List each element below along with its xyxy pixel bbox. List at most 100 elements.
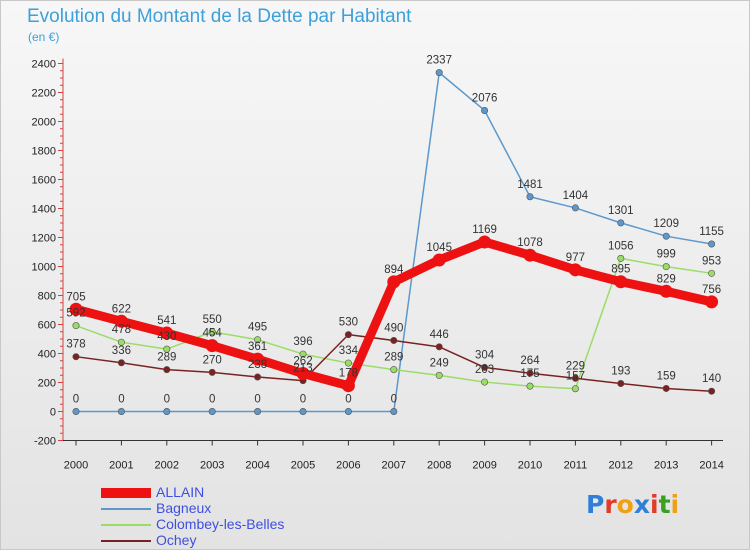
x-tick-label: 2000: [64, 460, 88, 472]
logo-letter: i: [650, 490, 659, 519]
data-label: 193: [611, 366, 630, 378]
data-point: [571, 385, 579, 393]
data-label: 336: [112, 345, 131, 357]
data-point: [69, 302, 83, 316]
data-label: 229: [566, 360, 585, 372]
data-point: [390, 336, 398, 344]
logo-letter: r: [604, 490, 617, 519]
data-point: [72, 407, 80, 415]
data-label: 1078: [517, 237, 543, 249]
data-label: 0: [254, 394, 260, 406]
data-point: [72, 353, 80, 361]
y-tick-label: 0: [50, 407, 56, 419]
data-label: 0: [73, 394, 79, 406]
data-point: [208, 328, 216, 336]
data-label: 953: [702, 255, 721, 267]
logo-letter: o: [616, 490, 634, 519]
data-label: 289: [384, 352, 403, 364]
data-label: 0: [118, 394, 124, 406]
data-label: 495: [248, 322, 267, 334]
series-points: [69, 69, 719, 415]
data-label: 756: [702, 284, 721, 296]
data-point: [254, 407, 262, 415]
legend-label-colombey: Colombey-les-Belles: [156, 516, 285, 532]
data-point: [390, 366, 398, 374]
data-point: [523, 248, 537, 262]
data-point: [708, 269, 716, 277]
data-label: 592: [66, 308, 85, 320]
data-label: 270: [203, 354, 222, 366]
data-label: 894: [384, 264, 404, 276]
x-tick-label: 2012: [609, 460, 633, 472]
data-label: 0: [300, 394, 306, 406]
data-point: [163, 407, 171, 415]
data-point: [568, 263, 582, 277]
y-tick-label: 400: [38, 349, 56, 361]
data-point: [208, 368, 216, 376]
data-label: 550: [203, 314, 222, 326]
data-label: 0: [164, 394, 170, 406]
data-label: 1056: [608, 240, 634, 252]
data-point: [254, 373, 262, 381]
data-point: [614, 275, 628, 289]
data-point: [659, 284, 673, 298]
y-tick-label: 800: [38, 291, 56, 303]
data-label: 264: [520, 355, 540, 367]
data-point: [163, 345, 171, 353]
x-tick-label: 2003: [200, 460, 224, 472]
x-tick-label: 2001: [109, 460, 133, 472]
logo-letter: x: [633, 490, 650, 519]
data-label: 454: [203, 328, 223, 340]
data-point: [481, 106, 489, 114]
data-label: 238: [248, 359, 267, 371]
data-point: [114, 314, 128, 328]
legend-swatch-bagneux: [101, 508, 151, 510]
x-tick-label: 2010: [518, 460, 542, 472]
y-tick-label: 1200: [32, 233, 56, 245]
x-tick-label: 2013: [654, 460, 678, 472]
data-label: 2337: [426, 55, 452, 67]
data-point: [254, 336, 262, 344]
data-point: [526, 193, 534, 201]
data-point: [571, 204, 579, 212]
data-label: 1155: [699, 226, 724, 238]
line-chart: 2400220020001800160014001200100080060040…: [32, 55, 724, 472]
y-tick-label: 2400: [32, 59, 56, 71]
data-point: [435, 69, 443, 77]
proxiti-logo: Proxiti: [586, 490, 679, 519]
legend-label-allain: ALLAIN: [156, 484, 205, 500]
data-point: [481, 378, 489, 386]
data-label: 446: [430, 329, 449, 341]
data-point: [705, 295, 719, 309]
data-point: [435, 343, 443, 351]
data-point: [526, 369, 534, 377]
x-tick-label: 2002: [155, 460, 179, 472]
data-point: [708, 387, 716, 395]
data-label: 378: [66, 339, 85, 351]
unit-label: (en €): [28, 30, 60, 44]
data-label: 289: [157, 352, 176, 364]
data-point: [205, 339, 219, 353]
y-tick-label: 1000: [32, 262, 56, 274]
x-tick-label: 2011: [564, 460, 588, 472]
data-label: 1045: [426, 242, 452, 254]
legend-swatch-allain: [101, 488, 151, 498]
data-point: [160, 326, 174, 340]
data-label: 490: [384, 322, 403, 334]
data-label: 262: [293, 356, 312, 368]
data-label: 1481: [517, 179, 543, 191]
x-tick-label: 2004: [245, 460, 269, 472]
x-tick-label: 2014: [699, 460, 723, 472]
y-tick-label: 2000: [32, 117, 56, 129]
data-point: [435, 371, 443, 379]
y-tick-label: 1800: [32, 146, 56, 158]
data-point: [481, 363, 489, 371]
data-label: 829: [657, 273, 676, 285]
data-label: 478: [112, 324, 131, 336]
data-label: 2076: [472, 92, 498, 104]
y-tick-label: 200: [38, 378, 56, 390]
data-point: [296, 367, 310, 381]
axes: 2400220020001800160014001200100080060040…: [32, 58, 724, 472]
y-tick-label: 1400: [32, 204, 56, 216]
data-label: 396: [293, 336, 312, 348]
